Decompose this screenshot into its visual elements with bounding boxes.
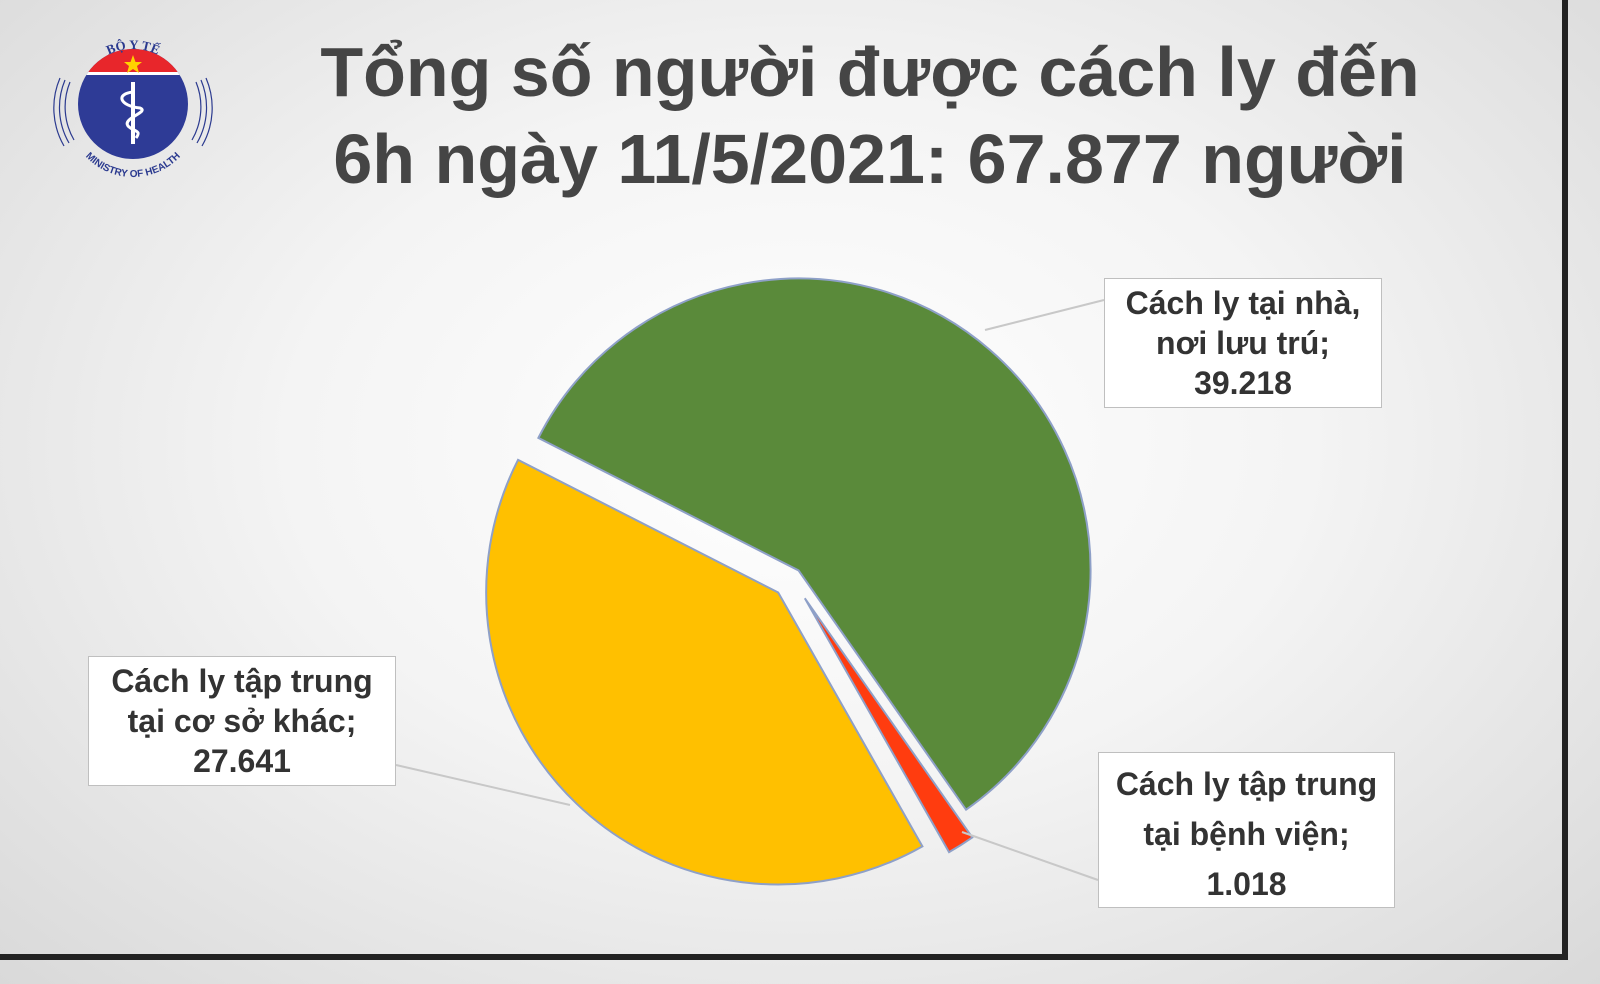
slice-label-home: Cách ly tại nhà, nơi lưu trú; 39.218 <box>1104 278 1382 408</box>
leader-line <box>961 831 1099 881</box>
ministry-logo: BỘ Y TẾ MINISTRY OF HEALTH <box>53 37 213 180</box>
slice-home <box>537 277 1092 812</box>
slice-hospital <box>803 597 974 854</box>
slice-label-hospital: Cách ly tập trung tại bệnh viện; 1.018 <box>1098 752 1395 908</box>
leader-line <box>984 299 1105 331</box>
title-line-2: 6h ngày 11/5/2021: 67.877 người <box>333 120 1407 198</box>
slice-label-other-facility: Cách ly tập trung tại cơ sở khác; 27.641 <box>88 656 396 786</box>
svg-text:BỘ Y TẾ: BỘ Y TẾ <box>104 37 162 57</box>
title-line-1: Tổng số người được cách ly đến <box>320 33 1420 111</box>
leader-line <box>395 764 571 806</box>
chart-frame <box>0 0 1568 960</box>
slice-other-facility <box>485 458 924 886</box>
